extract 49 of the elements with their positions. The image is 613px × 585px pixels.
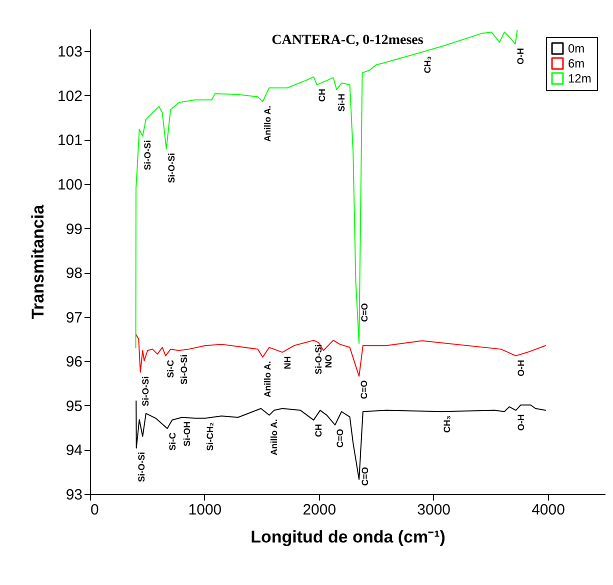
legend-label: 6m [568, 56, 585, 70]
annotation: Si-C [166, 359, 176, 378]
y-tick-label: 99 [66, 220, 82, 238]
annotation: Si-O-Si [140, 376, 150, 406]
y-tick-label: 97 [66, 309, 82, 326]
y-tick-label: 93 [66, 486, 82, 504]
annotation: O-H [516, 360, 526, 376]
annotation: Si-OH [182, 421, 192, 446]
annotation: CH₃ [442, 416, 452, 433]
x-tick-label: 4000 [532, 502, 565, 518]
annotation: NO [323, 354, 334, 368]
x-axis-title: Longitud de onda (cm⁻¹) [250, 528, 446, 546]
annotation: Anillo A. [262, 106, 273, 142]
y-tick-label: 100 [57, 176, 82, 194]
annotation: Si-O-Si [178, 354, 189, 385]
annotation: CH [314, 424, 324, 438]
chart-title: CANTERA-C, 0-12meses [272, 33, 424, 48]
annotation: C=O [359, 380, 370, 399]
annotation: C=O [360, 303, 370, 322]
annotation: CH [316, 88, 327, 102]
annotation: Si-H [336, 94, 347, 112]
y-tick-label: 94 [66, 442, 82, 460]
annotation: CH₃ [422, 56, 432, 74]
y-tick-label: 101 [57, 132, 82, 150]
y-tick-label: 103 [57, 44, 82, 61]
annotation: Si-C [167, 432, 178, 450]
y-tick-label: 95 [66, 398, 82, 415]
y-axis-title: Transmitancia [28, 204, 48, 320]
annotation: Anillo A. [262, 361, 273, 398]
annotation: O-H [516, 414, 526, 431]
annotation: Si-O-Si [142, 140, 153, 170]
y-tick-label: 98 [66, 265, 82, 282]
x-tick-label: 1000 [188, 502, 222, 518]
x-tick-label: 0 [90, 502, 99, 518]
annotation: O-H [515, 48, 526, 65]
annotation: Si-CH₂ [205, 422, 216, 451]
y-tick-label: 96 [66, 354, 82, 371]
annotation: NH [282, 356, 292, 370]
legend-label: 0m [568, 42, 585, 56]
x-tick-label: 3000 [417, 502, 451, 518]
x-tick-label: 2000 [302, 502, 336, 518]
legend-label: 12m [568, 72, 592, 86]
annotation: Si-O-Si [136, 452, 146, 482]
y-tick-label: 102 [57, 88, 82, 105]
annotation: Anillo A. [269, 419, 280, 456]
annotation: C=O [360, 467, 370, 486]
annotation: Si-O-Si [166, 153, 176, 184]
annotation: Si-O-Si [314, 344, 324, 374]
annotation: C=O [335, 428, 346, 448]
